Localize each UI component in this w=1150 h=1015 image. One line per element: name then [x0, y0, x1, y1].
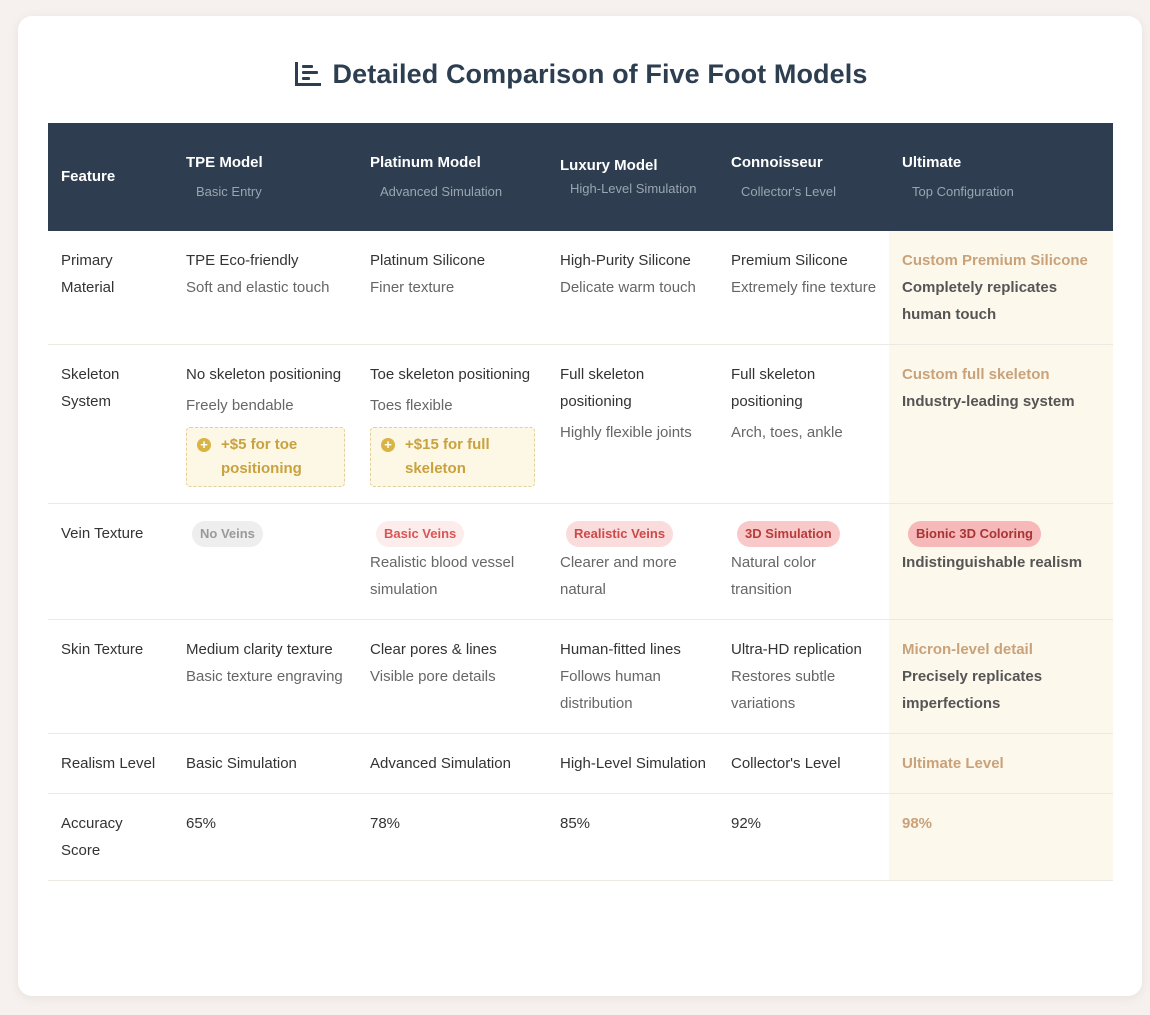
addon-note: + +$15 for full skeleton [370, 427, 535, 487]
comparison-card: Detailed Comparison of Five Foot Models … [18, 16, 1142, 996]
row-label: Primary Material [48, 231, 173, 345]
table-cell: 85% [547, 793, 718, 881]
table-cell: Clear pores & lines Visible pore details [357, 619, 547, 734]
table-cell: High-Level Simulation [547, 733, 718, 794]
table-cell: TPE Eco-friendly Soft and elastic touch [173, 231, 357, 345]
table-cell-ultimate: Ultimate Level [889, 733, 1113, 794]
header-sub: Collector's Level [741, 183, 836, 199]
table-row-realism-level: Realism Level Basic Simulation Advanced … [48, 733, 1113, 794]
table-cell: Premium Silicone Extremely fine texture [718, 231, 889, 345]
table-cell: Realistic Veins Clearer and more natural [547, 503, 718, 620]
table-header-row: Feature TPE Model Basic Entry Platinum M… [48, 123, 1113, 231]
row-label: Realism Level [48, 733, 173, 794]
header-sub: Basic Entry [196, 183, 262, 199]
table-cell: 78% [357, 793, 547, 881]
table-row-primary-material: Primary Material TPE Eco-friendly Soft a… [48, 231, 1113, 345]
row-label: Vein Texture [48, 503, 173, 620]
table-cell: No skeleton positioning Freely bendable … [173, 344, 357, 504]
table-cell: Basic Simulation [173, 733, 357, 794]
header-tpe-model: TPE Model Basic Entry [173, 123, 357, 231]
table-cell-ultimate: 98% [889, 793, 1113, 881]
table-cell: Collector's Level [718, 733, 889, 794]
table-row-skin-texture: Skin Texture Medium clarity texture Basi… [48, 619, 1113, 734]
table-cell: Platinum Silicone Finer texture [357, 231, 547, 345]
table-cell-ultimate: Bionic 3D Coloring Indistinguishable rea… [889, 503, 1113, 620]
table-cell-ultimate: Custom full skeleton Industry-leading sy… [889, 344, 1113, 504]
addon-note: + +$5 for toe positioning [186, 427, 345, 487]
table-cell: Toe skeleton positioning Toes flexible +… [357, 344, 547, 504]
table-cell: Human-fitted lines Follows human distrib… [547, 619, 718, 734]
title-bar: Detailed Comparison of Five Foot Models [18, 56, 1142, 92]
header-sub: Advanced Simulation [380, 183, 503, 199]
table-cell: Full skeleton positioning Highly flexibl… [547, 344, 718, 504]
vein-badge: Bionic 3D Coloring [908, 521, 1041, 547]
plus-circle-icon: + [197, 438, 211, 452]
vein-badge: 3D Simulation [737, 521, 840, 547]
row-label: Accuracy Score [48, 793, 173, 881]
header-ultimate: Ultimate Top Configuration [889, 123, 1113, 231]
table-row-accuracy-score: Accuracy Score 65% 78% 85% 92% 98% [48, 793, 1113, 881]
table-cell: Medium clarity texture Basic texture eng… [173, 619, 357, 734]
table-cell: High-Purity Silicone Delicate warm touch [547, 231, 718, 345]
header-feature: Feature [48, 123, 173, 231]
table-row-skeleton-system: Skeleton System No skeleton positioning … [48, 344, 1113, 504]
row-label: Skin Texture [48, 619, 173, 734]
header-platinum-model: Platinum Model Advanced Simulation [357, 123, 547, 231]
table-cell: Ultra-HD replication Restores subtle var… [718, 619, 889, 734]
comparison-table: Feature TPE Model Basic Entry Platinum M… [48, 123, 1113, 881]
page-title: Detailed Comparison of Five Foot Models [332, 58, 868, 89]
table-cell: 92% [718, 793, 889, 881]
row-label: Skeleton System [48, 344, 173, 504]
header-sub: Top Configuration [912, 183, 1014, 199]
table-cell-ultimate: Micron-level detail Precisely replicates… [889, 619, 1113, 734]
table-cell: Full skeleton positioning Arch, toes, an… [718, 344, 889, 504]
table-cell: 65% [173, 793, 357, 881]
vein-badge: Basic Veins [376, 521, 465, 547]
vein-badge: No Veins [192, 521, 263, 547]
table-cell: No Veins [173, 503, 357, 620]
table-cell: Basic Veins Realistic blood vessel simul… [357, 503, 547, 620]
bar-chart-icon [294, 62, 321, 86]
plus-circle-icon: + [381, 438, 395, 452]
vein-badge: Realistic Veins [566, 521, 674, 547]
table-cell: 3D Simulation Natural color transition [718, 503, 889, 620]
header-luxury-model: Luxury Model High-Level Simulation [547, 123, 718, 231]
table-cell-ultimate: Custom Premium Silicone Completely repli… [889, 231, 1113, 345]
table-cell: Advanced Simulation [357, 733, 547, 794]
table-row-vein-texture: Vein Texture No Veins Basic Veins Realis… [48, 503, 1113, 620]
header-connoisseur: Connoisseur Collector's Level [718, 123, 889, 231]
header-sub: High-Level Simulation [570, 180, 697, 196]
